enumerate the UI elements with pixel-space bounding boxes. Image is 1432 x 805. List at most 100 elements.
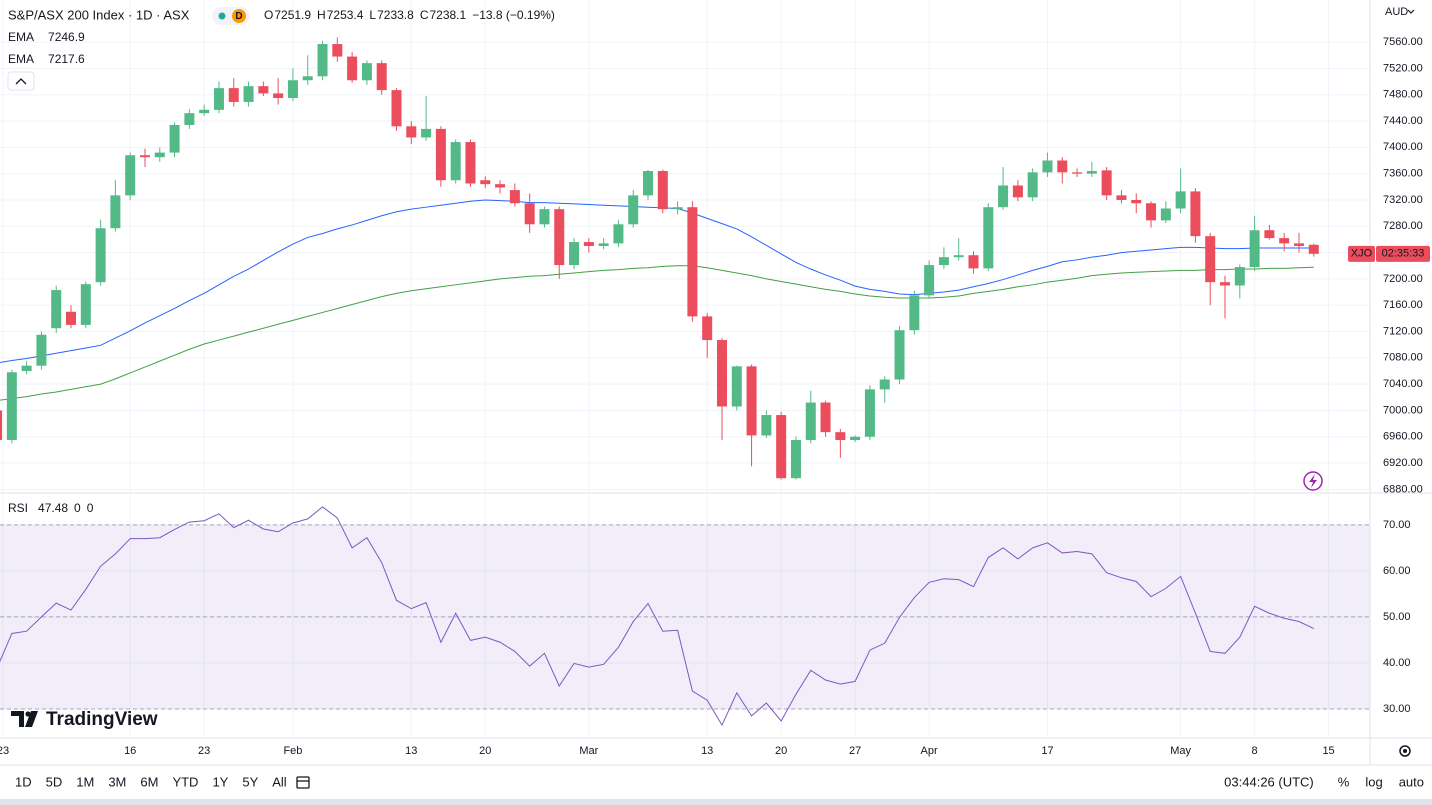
candle-body (213, 88, 224, 110)
candle-body (125, 155, 136, 196)
time-axis-label: 15 (1322, 745, 1334, 757)
price-axis-label: 7360.00 (1383, 168, 1423, 180)
range-button[interactable]: 1D (15, 774, 32, 789)
candle-body (790, 440, 801, 479)
time-axis-label: 16 (124, 745, 136, 757)
compare-icon[interactable] (296, 776, 310, 789)
price-axis-label: 6920.00 (1383, 457, 1423, 469)
candle-body (1249, 230, 1260, 268)
candle-body (894, 330, 905, 380)
candle-body (1086, 171, 1097, 174)
ema-line (0, 199, 1314, 364)
scale-option[interactable]: auto (1399, 774, 1424, 789)
clock[interactable]: 03:44:26 (UTC) (1224, 774, 1314, 789)
candle-body (864, 389, 875, 437)
candle-body (1012, 185, 1023, 198)
rsi-line (0, 506, 1314, 727)
price-axis-label: 6960.00 (1383, 431, 1423, 443)
price-axis-label: 7080.00 (1383, 352, 1423, 364)
candle-body (1101, 170, 1112, 196)
tv-logo (11, 711, 38, 727)
scale-option[interactable]: log (1365, 774, 1382, 789)
candle-body (376, 63, 387, 91)
candle-body (302, 76, 313, 81)
candle-body (524, 203, 535, 225)
rsi-pane (0, 506, 1370, 727)
candle-body (1264, 230, 1275, 239)
range-button[interactable]: 6M (140, 774, 158, 789)
candle-body (154, 152, 165, 158)
indicator-value: 7217.6 (48, 52, 85, 66)
scale-option[interactable]: % (1338, 774, 1350, 789)
market-status-dot (218, 12, 226, 20)
candle-body (66, 311, 77, 325)
indicator-name: EMA (8, 52, 34, 66)
range-button[interactable]: 1M (76, 774, 94, 789)
candle-body (1072, 172, 1083, 174)
bottom-strip (0, 799, 1432, 805)
candle-body (1160, 208, 1171, 221)
countdown-label: 02:35:33 (1382, 248, 1425, 260)
candle-body (909, 295, 920, 331)
candle-body (716, 340, 727, 407)
candle-body (879, 379, 890, 390)
candle-body (968, 255, 979, 269)
time-axis-label: Mar (579, 745, 598, 757)
symbol-tag-label: XJO (1351, 248, 1373, 260)
price-axis-label: 6880.00 (1383, 483, 1423, 495)
range-button[interactable]: 5Y (242, 774, 258, 789)
candle-body (421, 128, 432, 138)
candle-body (643, 171, 654, 196)
candle-body (1131, 199, 1142, 204)
candle-body (406, 126, 417, 138)
collapse-legend-button[interactable] (7, 71, 35, 91)
candle-body (539, 209, 550, 225)
candle-body (657, 171, 668, 210)
range-button[interactable]: All (272, 774, 287, 789)
candle-body (51, 290, 62, 329)
grid-layer (0, 0, 1370, 738)
interval-badge: D (235, 11, 242, 22)
candle-body (672, 207, 683, 210)
time-axis-label: Apr (921, 745, 938, 757)
candle-body (80, 284, 91, 325)
range-button[interactable]: 1Y (212, 774, 228, 789)
candle-body (317, 44, 328, 77)
candle-body (1293, 243, 1304, 246)
range-button[interactable]: 3M (108, 774, 126, 789)
currency-dropdown-arrow (1407, 9, 1415, 14)
indicator-name: EMA (8, 30, 34, 44)
candle-body (1146, 203, 1157, 221)
candle-body (761, 415, 772, 436)
candle-body (6, 372, 17, 441)
ohlc-key: C (420, 8, 429, 22)
settings-icon[interactable] (1399, 745, 1411, 757)
candle-body (1220, 282, 1231, 286)
candle-body (273, 93, 284, 99)
ohlc-key: L (369, 8, 376, 22)
price-axis-label: 7400.00 (1383, 141, 1423, 153)
symbol-tag (1348, 245, 1375, 262)
gear-hub (1403, 749, 1407, 753)
candle-body (258, 86, 269, 94)
indicator-name: RSI (8, 501, 28, 515)
candle-body (36, 334, 47, 366)
symbol-title: S&P/ASX 200 Index · 1D · ASX (8, 7, 190, 22)
candle-body (169, 124, 180, 153)
candle-body (1042, 160, 1053, 173)
range-button[interactable]: 5D (46, 774, 63, 789)
gear-ring (1399, 745, 1411, 757)
rsi-axis-label: 50.00 (1383, 611, 1411, 623)
candle-body (391, 90, 402, 127)
range-button[interactable]: YTD (172, 774, 198, 789)
chevron-icon (15, 78, 27, 85)
rsi-axis-label: 70.00 (1383, 519, 1411, 531)
indicator-extra: 0 (74, 501, 81, 515)
labels: 6880.00 6920.00 6960.00 7000.00 7040.00 7080.… (0, 6, 1430, 789)
candle-body (569, 242, 580, 266)
currency-label[interactable]: AUD (1385, 6, 1408, 18)
price-axis-label: 7120.00 (1383, 325, 1423, 337)
flash-icon[interactable] (1303, 471, 1323, 491)
